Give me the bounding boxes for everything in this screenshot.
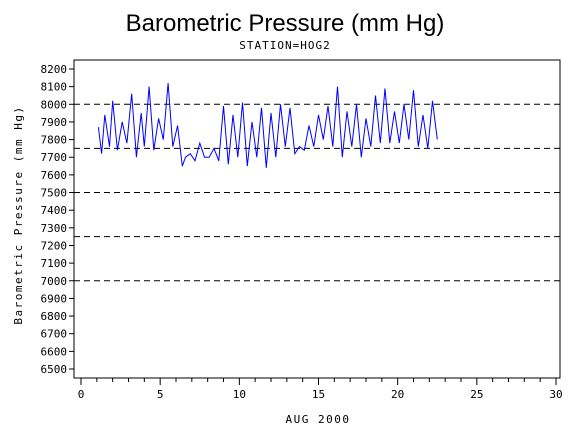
x-tick-label: 5 <box>157 388 164 401</box>
series-layer <box>97 83 438 168</box>
y-tick-label: 8000 <box>41 98 68 111</box>
y-tick-label: 6700 <box>41 328 68 341</box>
y-tick-label: 7800 <box>41 134 68 147</box>
reference-lines <box>74 103 560 282</box>
y-tick-label: 8200 <box>41 63 68 76</box>
x-axis: 0 5 10 15 20 25 30 <box>78 378 563 401</box>
y-tick-label: 7400 <box>41 204 68 217</box>
y-tick-label: 7200 <box>41 239 68 252</box>
y-tick-label: 6800 <box>41 310 68 323</box>
y-tick-label: 6900 <box>41 292 68 305</box>
plot-frame <box>73 59 561 379</box>
x-tick-label: 25 <box>470 388 483 401</box>
y-tick-label: 7100 <box>41 257 68 270</box>
y-tick-label: 7900 <box>41 116 68 129</box>
chart-title: Barometric Pressure (mm Hg) <box>126 10 445 37</box>
x-axis-label: AUG 2000 <box>286 413 351 426</box>
y-tick-label: 6500 <box>41 363 68 376</box>
chart-subtitle: STATION=HOG2 <box>239 39 330 52</box>
x-tick-label: 0 <box>78 388 85 401</box>
y-tick-label: 7700 <box>41 151 68 164</box>
y-tick-label: 7600 <box>41 169 68 182</box>
y-tick-label: 8100 <box>41 81 68 94</box>
y-axis-label: Barometric Pressure (mm Hg) <box>12 105 25 324</box>
x-tick-label: 20 <box>391 388 404 401</box>
series-line-1 <box>97 83 438 168</box>
y-tick-label: 7300 <box>41 222 68 235</box>
x-tick-label: 15 <box>312 388 325 401</box>
y-tick-label: 7500 <box>41 187 68 200</box>
y-tick-label: 6600 <box>41 345 68 358</box>
x-tick-label: 10 <box>233 388 246 401</box>
y-axis: 6500 6600 6700 6800 6900 7000 7100 7200 7300 7400… <box>41 63 74 376</box>
x-tick-label: 30 <box>549 388 562 401</box>
y-tick-label: 7000 <box>41 275 68 288</box>
